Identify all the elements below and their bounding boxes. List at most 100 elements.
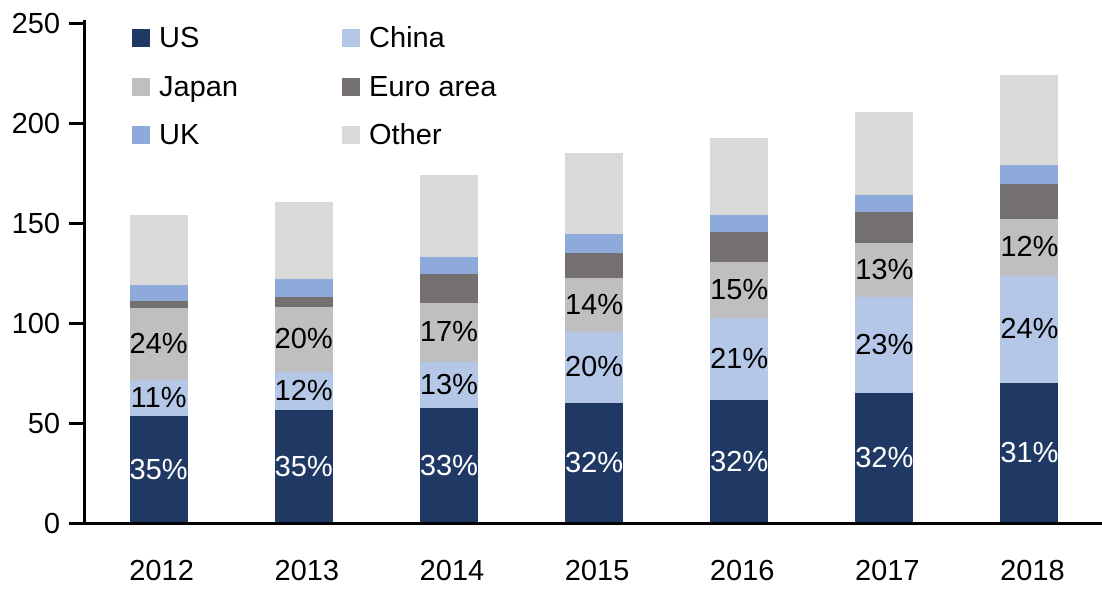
bar-segment-2014-uk (419, 256, 478, 274)
bar-segment-2014-us (419, 407, 478, 524)
y-tick-150 (69, 222, 83, 225)
legend-item-china: China (342, 19, 445, 57)
segment-label-2014-us: 33% (419, 449, 478, 482)
bar-segment-2013-us (274, 409, 333, 524)
bar-segment-2017-euro-area (855, 211, 914, 243)
bar-segment-2018-euro-area (1000, 183, 1059, 219)
legend-label-euro-area: Euro area (369, 70, 497, 103)
legend-label-china: China (369, 22, 445, 54)
bar-segment-2015-uk (565, 233, 623, 253)
y-tick-label-250: 250 (11, 7, 60, 40)
bar-segment-2017-uk (855, 194, 914, 212)
bar-segment-2012-us (129, 415, 188, 524)
bar-segment-2013-china (274, 371, 333, 410)
bar-segment-2018-us (1000, 382, 1059, 524)
bar-segment-2016-us (710, 399, 769, 524)
legend-swatch-euro-area (342, 77, 360, 96)
bar-segment-2013-japan (274, 306, 333, 372)
bar-segment-2015-china (565, 331, 623, 403)
segment-label-2015-japan: 14% (564, 288, 624, 321)
x-axis-label-2015: 2015 (564, 555, 630, 587)
legend-label-us: US (159, 22, 200, 54)
bar-segment-2012-china (129, 379, 188, 416)
bar-segment-2017-other (855, 111, 914, 195)
bar-segment-2015-other (565, 152, 623, 234)
legend-item-japan: Japan (132, 68, 238, 106)
bar-segment-2018-uk (1000, 164, 1059, 184)
segment-label-2018-japan: 12% (1000, 231, 1059, 263)
legend-swatch-other (342, 126, 360, 144)
segment-label-2015-china: 20% (564, 351, 624, 383)
bar-segment-2018-china (1000, 275, 1059, 383)
segment-label-2013-japan: 20% (274, 323, 333, 355)
bar-segment-2018-other (1000, 74, 1059, 165)
segment-label-2016-japan: 15% (710, 273, 769, 306)
segment-label-2012-japan: 24% (129, 327, 188, 360)
legend-swatch-us (132, 29, 150, 47)
bar-segment-2016-other (710, 137, 769, 215)
y-axis-line (83, 20, 86, 525)
legend-label-other: Other (369, 119, 442, 151)
bar-segment-2016-japan (710, 261, 769, 318)
x-axis-label-2014: 2014 (419, 555, 485, 587)
bar-segment-2017-japan (855, 242, 914, 297)
legend-item-euro-area: Euro area (342, 68, 496, 106)
bar-segment-2013-euro-area (274, 296, 333, 307)
bar-segment-2012-euro-area (129, 300, 188, 308)
legend-item-uk: UK (132, 116, 199, 154)
x-axis-label-2017: 2017 (855, 555, 920, 587)
segment-label-2014-japan: 17% (419, 316, 478, 348)
bar-segment-2018-japan (1000, 218, 1059, 276)
legend-item-other: Other (342, 116, 442, 154)
segment-label-2017-china: 23% (855, 328, 914, 361)
bar-segment-2013-uk (274, 278, 333, 297)
bar-segment-2012-other (129, 214, 188, 285)
segment-label-2013-china: 12% (274, 374, 333, 407)
x-axis-line (83, 521, 1102, 525)
x-axis-label-2018: 2018 (1000, 555, 1065, 587)
legend-label-uk: UK (159, 119, 200, 151)
y-tick-250 (69, 22, 83, 25)
segment-label-2017-japan: 13% (855, 253, 914, 286)
bar-segment-2012-japan (129, 307, 188, 380)
bar-segment-2014-euro-area (419, 273, 478, 303)
bar-segment-2015-japan (565, 277, 623, 332)
segment-label-2016-us: 32% (710, 445, 769, 478)
bar-segment-2015-us (565, 402, 623, 524)
bar-segment-2013-other (274, 201, 333, 279)
y-tick-0 (69, 522, 83, 525)
y-tick-label-0: 0 (43, 507, 60, 540)
bar-segment-2017-us (855, 392, 914, 524)
legend-swatch-china (342, 29, 360, 47)
x-axis-label-2016: 2016 (709, 555, 775, 587)
y-tick-100 (69, 322, 83, 325)
bar-segment-2012-uk (129, 284, 188, 301)
segment-label-2012-china: 11% (130, 381, 187, 414)
segment-label-2015-us: 32% (564, 447, 624, 479)
segment-label-2017-us: 32% (855, 442, 914, 474)
bar-segment-2016-euro-area (710, 231, 769, 262)
bar-segment-2014-other (419, 174, 478, 257)
segment-label-2012-us: 35% (129, 453, 188, 486)
legend-label-japan: Japan (159, 70, 239, 103)
segment-label-2016-china: 21% (710, 342, 769, 375)
y-tick-50 (69, 422, 83, 425)
legend-swatch-uk (132, 126, 150, 144)
bar-segment-2014-japan (419, 302, 478, 362)
y-tick-label-100: 100 (11, 307, 60, 340)
x-axis-label-2013: 2013 (274, 555, 339, 587)
bar-segment-2015-euro-area (565, 252, 623, 278)
legend-item-us: US (132, 19, 199, 57)
bar-segment-2016-china (710, 317, 769, 400)
y-tick-label-150: 150 (11, 207, 60, 240)
y-tick-200 (69, 122, 83, 125)
bar-segment-2014-china (419, 361, 478, 408)
segment-label-2013-us: 35% (274, 450, 333, 483)
legend-swatch-japan (132, 77, 150, 96)
y-tick-label-200: 200 (11, 107, 60, 140)
segment-label-2018-us: 31% (1000, 437, 1059, 469)
y-tick-label-50: 50 (27, 407, 60, 440)
segment-label-2014-china: 13% (419, 368, 478, 401)
bar-segment-2016-uk (710, 214, 769, 232)
bar-segment-2017-china (855, 296, 914, 393)
